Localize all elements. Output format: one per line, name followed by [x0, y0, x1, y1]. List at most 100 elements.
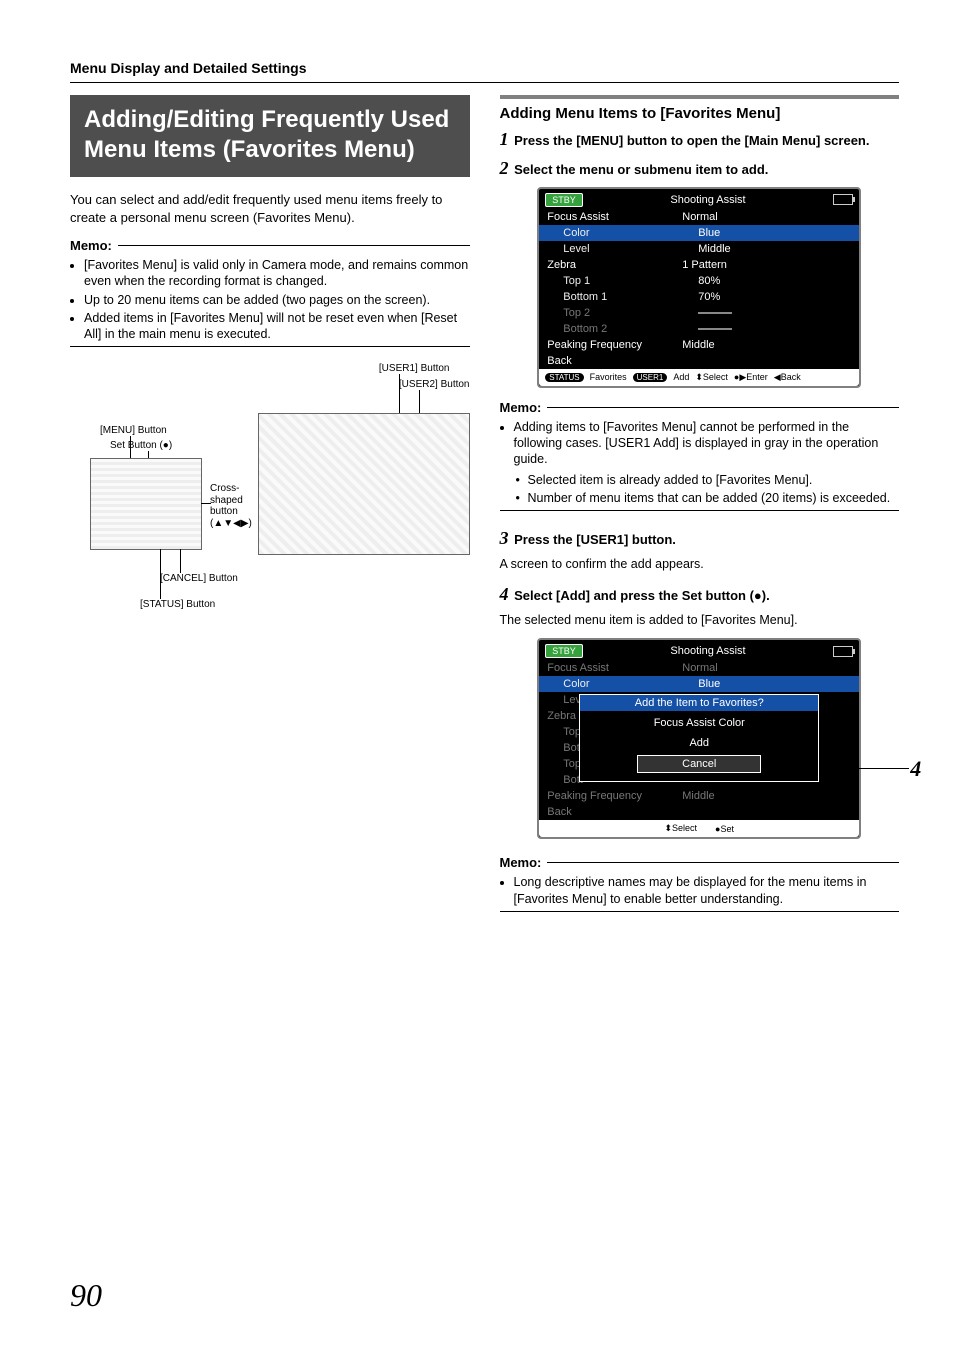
step-3: 3 Press the [USER1] button. — [500, 527, 900, 550]
rule — [500, 510, 900, 511]
footer-text: Add — [673, 372, 689, 382]
stby-badge: STBY — [545, 644, 583, 658]
osd-row-value: 70% — [698, 291, 851, 303]
osd-row-value: Middle — [682, 339, 851, 351]
osd-row-label: Peaking Frequency — [547, 339, 682, 351]
step-text: Press the [MENU] button to open the [Mai… — [514, 133, 869, 148]
osd-row-value: 80% — [698, 275, 851, 287]
rule — [118, 245, 470, 246]
osd-row: Top 180% — [539, 273, 859, 289]
section-title: Adding Menu Items to [Favorites Menu] — [500, 105, 900, 122]
leader-line — [201, 503, 211, 504]
camera-illustration — [258, 413, 470, 555]
battery-icon — [833, 646, 853, 657]
footer-pill: STATUS — [545, 373, 583, 382]
osd-screenshot-2: STBY Shooting Assist Focus AssistNormal C… — [537, 638, 861, 839]
memo-list-2: Adding items to [Favorites Menu] cannot … — [500, 419, 900, 468]
step-body: The selected menu item is added to [Favo… — [500, 612, 900, 628]
memo-label: Memo: — [70, 238, 112, 253]
osd-row: Back — [539, 804, 859, 820]
osd-row: Top 2 — [539, 305, 859, 321]
rule — [500, 911, 900, 912]
osd-row: ColorBlue — [539, 676, 859, 692]
osd-row: ColorBlue — [539, 225, 859, 241]
osd-row-value: Blue — [698, 227, 851, 239]
step-4: 4 Select [Add] and press the Set button … — [500, 583, 900, 606]
fig-label-menu: [MENU] Button — [100, 425, 167, 437]
fig-label-set: Set Button (●) — [110, 440, 172, 452]
osd-row-value — [698, 307, 851, 319]
osd-row: Focus AssistNormal — [539, 209, 859, 225]
osd-row-label: Bottom 1 — [547, 291, 698, 303]
step-number: 1 — [500, 129, 509, 149]
osd-row-value: Normal — [682, 662, 851, 674]
step-1: 1 Press the [MENU] button to open the [M… — [500, 128, 900, 151]
dialog-title: Add the Item to Favorites? — [580, 695, 818, 711]
osd-row-label: Back — [547, 806, 682, 818]
osd-row: LevelMiddle — [539, 241, 859, 257]
osd-row-value — [698, 323, 851, 335]
osd-header: STBY Shooting Assist — [539, 640, 859, 660]
camera-diagram: [USER1] Button [USER2] Button [MENU] But… — [70, 363, 470, 643]
osd-row: Back — [539, 353, 859, 369]
leader-line — [160, 549, 161, 599]
footer-text: ⬍Select — [664, 823, 697, 834]
step-body: A screen to confirm the add appears. — [500, 556, 900, 572]
leader-line — [399, 374, 400, 414]
memo-item: [Favorites Menu] is valid only in Camera… — [84, 257, 470, 290]
step-text: Select [Add] and press the Set button (●… — [514, 588, 770, 603]
step-number: 4 — [500, 584, 509, 604]
memo-item: Up to 20 menu items can be added (two pa… — [84, 292, 470, 308]
page-number: 90 — [70, 1277, 102, 1314]
control-panel-illustration — [90, 458, 202, 550]
osd-row-value: Blue — [698, 678, 851, 690]
osd-row-label: Top 1 — [547, 275, 698, 287]
osd-row-value: Middle — [682, 790, 851, 802]
osd-row-label: Level — [547, 243, 698, 255]
osd-footer: STATUSFavorites USER1Add ⬍Select ●▶Enter… — [539, 369, 859, 386]
dialog-option-cancel[interactable]: Cancel — [637, 755, 761, 773]
step-number: 3 — [500, 528, 509, 548]
memo-item: Adding items to [Favorites Menu] cannot … — [514, 419, 900, 468]
step-text: Select the menu or submenu item to add. — [514, 162, 768, 177]
osd-row: Zebra1 Pattern — [539, 257, 859, 273]
fig-label-user1: [USER1] Button — [379, 363, 450, 375]
memo-subitem: Number of menu items that can be added (… — [528, 490, 900, 506]
leader-line — [130, 436, 131, 460]
osd-row-value: Normal — [682, 211, 851, 223]
osd-screenshot-1: STBY Shooting Assist Focus AssistNormalC… — [537, 187, 861, 388]
step-number: 2 — [500, 158, 509, 178]
osd-header: STBY Shooting Assist — [539, 189, 859, 209]
footer-text: ●Set — [715, 824, 734, 834]
callout-line — [829, 768, 909, 769]
osd-row-value: Middle — [698, 243, 851, 255]
osd-footer: ⬍Select ●Set — [539, 820, 859, 837]
osd-row-label: Back — [547, 355, 682, 367]
osd-row: Peaking FrequencyMiddle — [539, 337, 859, 353]
osd-row-label: Top 2 — [547, 307, 698, 319]
memo-list-3: Long descriptive names may be displayed … — [500, 874, 900, 907]
dialog-item-name: Focus Assist Color — [584, 717, 814, 729]
footer-text: Favorites — [590, 372, 627, 382]
step-2: 2 Select the menu or submenu item to add… — [500, 157, 900, 180]
fig-label-user2: [USER2] Button — [399, 379, 470, 391]
osd-row-label: Zebra — [547, 259, 682, 271]
fig-label-cross: Cross-shaped button (▲▼◀▶) — [210, 483, 260, 529]
osd-row-label: Focus Assist — [547, 662, 682, 674]
memo-header-2: Memo: — [500, 400, 900, 415]
step-text: Press the [USER1] button. — [514, 532, 676, 547]
memo-sublist-2: Selected item is already added to [Favor… — [500, 472, 900, 507]
intro-text: You can select and add/edit frequently u… — [70, 191, 470, 226]
dialog-option-add[interactable]: Add — [638, 735, 760, 751]
section-bar — [500, 95, 900, 99]
osd-row-label: Bottom 2 — [547, 323, 698, 335]
osd-row-label: Peaking Frequency — [547, 790, 682, 802]
memo-header-1: Memo: — [70, 238, 470, 253]
rule — [547, 407, 899, 408]
footer-text: ◀Back — [774, 372, 801, 383]
osd-row: Bottom 2 — [539, 321, 859, 337]
footer-text: ●▶Enter — [734, 372, 768, 383]
callout-number: 4 — [910, 756, 921, 782]
osd-row-value: 1 Pattern — [682, 259, 851, 271]
osd-row: Peaking FrequencyMiddle — [539, 788, 859, 804]
